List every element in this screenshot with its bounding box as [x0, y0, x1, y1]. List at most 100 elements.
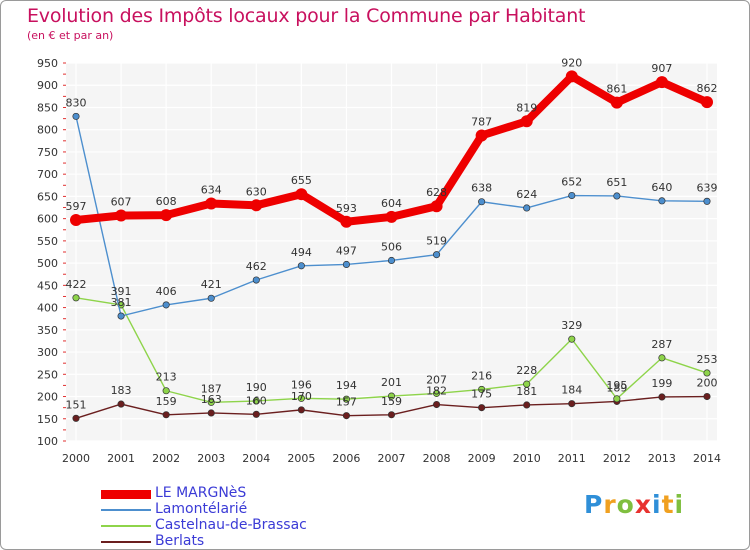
data-label: 462 — [246, 260, 267, 273]
data-point — [252, 397, 260, 405]
data-point — [297, 406, 305, 414]
x-tick-label: 2005 — [287, 452, 315, 465]
data-label: 604 — [381, 197, 402, 210]
logo-letter: o — [616, 490, 635, 519]
y-tick-label: 400 — [37, 302, 58, 315]
legend-swatch — [101, 509, 151, 511]
data-point — [342, 395, 350, 403]
data-label: 163 — [201, 393, 222, 406]
legend-swatch — [101, 490, 151, 499]
logo-letter: i — [652, 490, 662, 519]
x-tick-label: 2013 — [648, 452, 676, 465]
data-label: 329 — [561, 319, 582, 332]
data-label: 381 — [111, 296, 132, 309]
data-point — [207, 294, 215, 302]
y-tick-label: 900 — [37, 79, 58, 92]
data-label: 159 — [156, 395, 177, 408]
proxiti-logo: Proxiti — [584, 490, 684, 519]
data-point — [340, 215, 353, 228]
data-point — [613, 395, 621, 403]
data-label: 506 — [381, 240, 402, 253]
logo-letter: x — [634, 490, 652, 519]
data-point — [658, 197, 666, 205]
data-label: 216 — [471, 369, 492, 382]
data-label: 494 — [291, 246, 312, 259]
data-label: 183 — [111, 384, 132, 397]
data-label: 175 — [471, 388, 492, 401]
data-point — [162, 411, 170, 419]
data-point — [568, 400, 576, 408]
data-point — [387, 411, 396, 419]
x-tick-label: 2009 — [468, 452, 496, 465]
x-tick-label: 2012 — [603, 452, 631, 465]
data-label: 819 — [516, 101, 537, 114]
data-label: 597 — [66, 200, 87, 213]
data-label: 196 — [291, 378, 312, 391]
x-tick-label: 2001 — [107, 452, 135, 465]
data-label: 608 — [156, 195, 177, 208]
data-label: 830 — [66, 96, 87, 109]
data-point — [565, 70, 578, 83]
data-point — [475, 129, 488, 142]
y-tick-label: 150 — [37, 413, 58, 426]
data-label: 287 — [651, 338, 672, 351]
y-tick-label: 300 — [37, 346, 58, 359]
data-point — [207, 398, 215, 406]
data-label: 199 — [651, 377, 672, 390]
y-tick-label: 500 — [37, 257, 58, 270]
x-tick-label: 2014 — [693, 452, 721, 465]
legend-label: Castelnau-de-Brassac — [155, 517, 307, 533]
data-point — [658, 354, 666, 362]
legend-label: LE MARGNèS — [155, 485, 247, 501]
legend-swatch — [101, 525, 151, 527]
data-label: 170 — [291, 390, 312, 403]
y-tick-label: 600 — [37, 213, 58, 226]
data-point — [252, 276, 260, 284]
data-label: 195 — [606, 379, 627, 392]
x-tick-label: 2008 — [423, 452, 451, 465]
data-label: 213 — [156, 371, 177, 384]
data-point — [478, 404, 486, 412]
data-label: 184 — [561, 384, 582, 397]
data-label: 200 — [697, 377, 718, 390]
y-tick-label: 650 — [37, 190, 58, 203]
y-tick-label: 950 — [37, 57, 58, 70]
data-label: 639 — [697, 181, 718, 194]
legend-swatch — [101, 541, 151, 543]
data-point — [478, 385, 486, 393]
data-label: 160 — [246, 394, 267, 407]
y-tick-label: 850 — [37, 101, 58, 114]
data-point — [342, 260, 350, 269]
data-point — [433, 251, 441, 259]
data-point — [523, 401, 531, 409]
data-point — [703, 369, 711, 377]
data-point — [117, 400, 125, 408]
data-point — [433, 400, 441, 409]
data-label: 634 — [201, 184, 222, 197]
y-tick-label: 100 — [37, 435, 58, 448]
data-point — [703, 392, 711, 401]
chart-title: Evolution des Impôts locaux pour la Comm… — [27, 5, 586, 27]
data-label: 920 — [561, 56, 582, 69]
data-point — [701, 96, 713, 109]
x-tick-label: 2007 — [378, 452, 406, 465]
data-label: 190 — [246, 381, 267, 394]
data-point — [250, 199, 263, 212]
data-label: 624 — [516, 188, 537, 201]
x-tick-label: 2000 — [62, 452, 90, 465]
logo-letter: P — [584, 490, 604, 519]
data-label: 787 — [471, 115, 492, 128]
data-label: 652 — [561, 176, 582, 189]
data-label: 207 — [426, 373, 447, 386]
data-label: 181 — [516, 385, 537, 398]
data-label: 655 — [291, 174, 312, 187]
data-point — [703, 197, 711, 205]
data-label: 640 — [651, 181, 672, 194]
y-tick-label: 550 — [37, 235, 58, 248]
logo-letter: i — [674, 490, 685, 519]
data-point — [162, 301, 170, 309]
data-label: 630 — [246, 185, 267, 198]
data-label: 861 — [606, 83, 627, 96]
data-point — [568, 335, 576, 343]
